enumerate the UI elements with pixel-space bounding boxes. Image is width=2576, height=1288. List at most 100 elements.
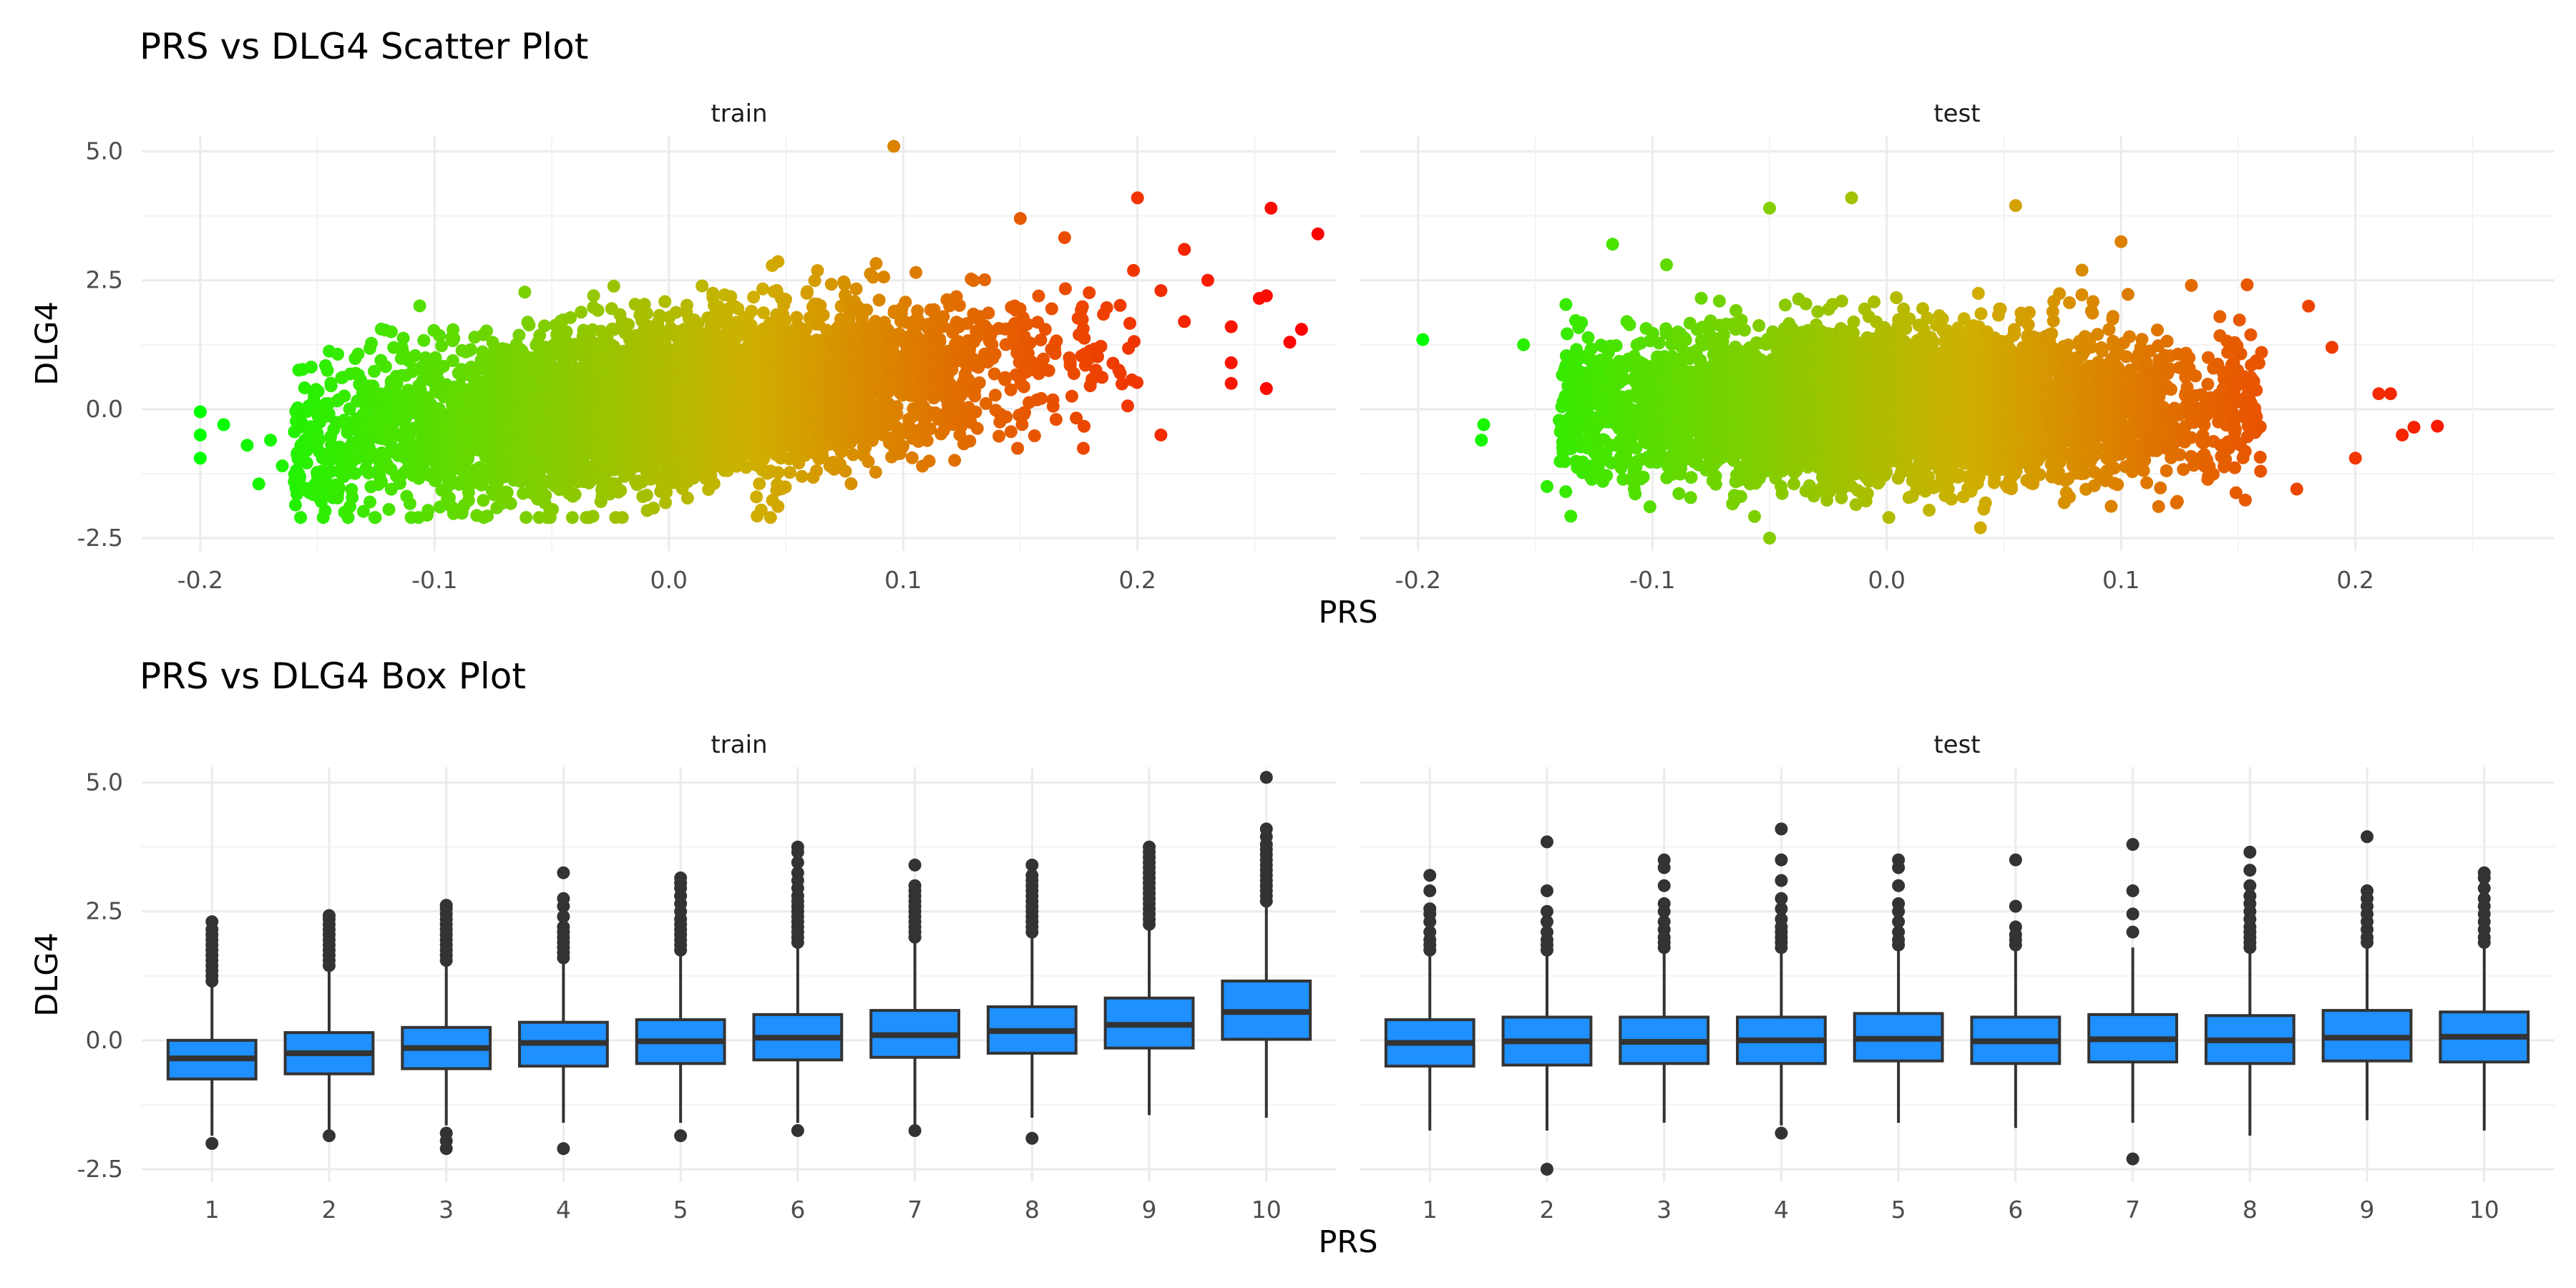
scatter-point: [462, 494, 475, 507]
scatter-point: [356, 504, 370, 518]
scatter-point: [433, 328, 447, 342]
scatter-point: [421, 504, 435, 517]
scatter-point: [479, 324, 493, 338]
scatter-point: [447, 331, 461, 345]
scatter-point: [745, 304, 758, 318]
scatter-point: [331, 348, 344, 361]
scatter-point: [500, 486, 514, 499]
scatter-point: [537, 319, 551, 333]
scatter-point: [795, 469, 809, 483]
scatter-point: [365, 336, 378, 350]
scatter-point: [396, 331, 410, 345]
scatter-point: [824, 278, 838, 291]
scatter-point: [429, 351, 442, 364]
scatter-point: [252, 477, 265, 491]
x-tick-label: 0.1: [884, 566, 922, 594]
scatter-point: [811, 264, 824, 278]
scatter-points-train: [193, 140, 1324, 525]
scatter-point: [622, 318, 635, 331]
scatter-point: [877, 270, 891, 284]
scatter-point: [640, 307, 654, 321]
scatter-point: [351, 347, 365, 361]
scatter-point: [771, 499, 785, 513]
scatter-point: [560, 325, 573, 338]
scatter-point: [384, 325, 398, 338]
y-tick-label: 5.0: [86, 137, 123, 165]
scatter-point: [321, 364, 334, 377]
scatter-plot-title: PRS vs DLG4 Scatter Plot: [140, 26, 589, 67]
scatter-point: [546, 502, 560, 516]
scatter-point: [293, 470, 307, 484]
scatter-point: [413, 299, 426, 313]
scatter-point: [364, 495, 376, 509]
scatter-point: [614, 484, 628, 497]
scatter-point: [403, 497, 416, 510]
box-plot-title: PRS vs DLG4 Box Plot: [140, 655, 526, 697]
scatter-point: [568, 488, 582, 502]
scatter-point: [750, 490, 763, 504]
scatter-point: [311, 384, 325, 398]
scatter-point: [341, 511, 355, 525]
scatter-point: [615, 511, 629, 525]
scatter-point: [779, 293, 792, 306]
scatter-point: [417, 333, 431, 347]
scatter-point: [607, 279, 620, 293]
x-tick-label: -0.1: [411, 566, 457, 594]
scatter-point: [477, 494, 490, 507]
scatter-point: [446, 354, 459, 367]
scatter-point: [275, 459, 289, 473]
y-tick-label: 0.0: [86, 395, 123, 423]
scatter-point: [763, 511, 777, 525]
scatter-point: [771, 466, 785, 479]
scatter-point: [847, 448, 860, 462]
scatter-point: [512, 328, 526, 342]
scatter-point: [899, 296, 912, 309]
scatter-point: [322, 407, 336, 421]
y-tick-label: -2.5: [77, 524, 123, 552]
scatter-point: [368, 364, 381, 378]
y-tick-label: 2.5: [86, 266, 123, 294]
scatter-point: [375, 475, 389, 489]
scatter-point: [872, 293, 886, 307]
scatter-point: [887, 140, 901, 153]
scatter-point: [587, 289, 600, 303]
scatter-point: [379, 360, 392, 374]
scatter-point: [680, 492, 694, 505]
scatter-point: [240, 439, 254, 452]
scatter-point: [640, 488, 653, 502]
scatter-point: [464, 343, 477, 356]
scatter-point: [193, 452, 207, 465]
scatter-point: [348, 467, 362, 480]
scatter-point: [647, 502, 660, 515]
x-tick-label: 0.2: [1118, 566, 1156, 594]
x-tick-label: 0.0: [650, 566, 688, 594]
scatter-point: [435, 339, 449, 353]
scatter-point: [522, 318, 536, 332]
scatter-point: [313, 433, 326, 447]
scatter-point: [680, 298, 693, 312]
scatter-point: [756, 282, 769, 296]
scatter-point: [575, 306, 588, 319]
scatter-point: [707, 477, 721, 490]
scatter-point: [332, 481, 346, 494]
scatter-point: [810, 464, 823, 477]
scatter-point: [783, 466, 796, 479]
scatter-point: [890, 408, 904, 421]
scatter-point: [909, 265, 922, 279]
scatter-point: [288, 498, 302, 512]
scatter-point: [539, 489, 552, 502]
scatter-point: [844, 477, 858, 490]
scatter-point: [849, 282, 863, 296]
scatter-point: [905, 451, 919, 464]
scatter-point: [193, 428, 207, 441]
scatter-point: [753, 477, 766, 491]
scatter-point: [779, 480, 792, 494]
scatter-point: [869, 465, 882, 479]
scatter-point: [369, 511, 382, 525]
scatter-point: [324, 379, 338, 393]
scatter-point: [869, 257, 883, 270]
scatter-point: [801, 285, 814, 298]
scatter-point: [264, 434, 278, 447]
